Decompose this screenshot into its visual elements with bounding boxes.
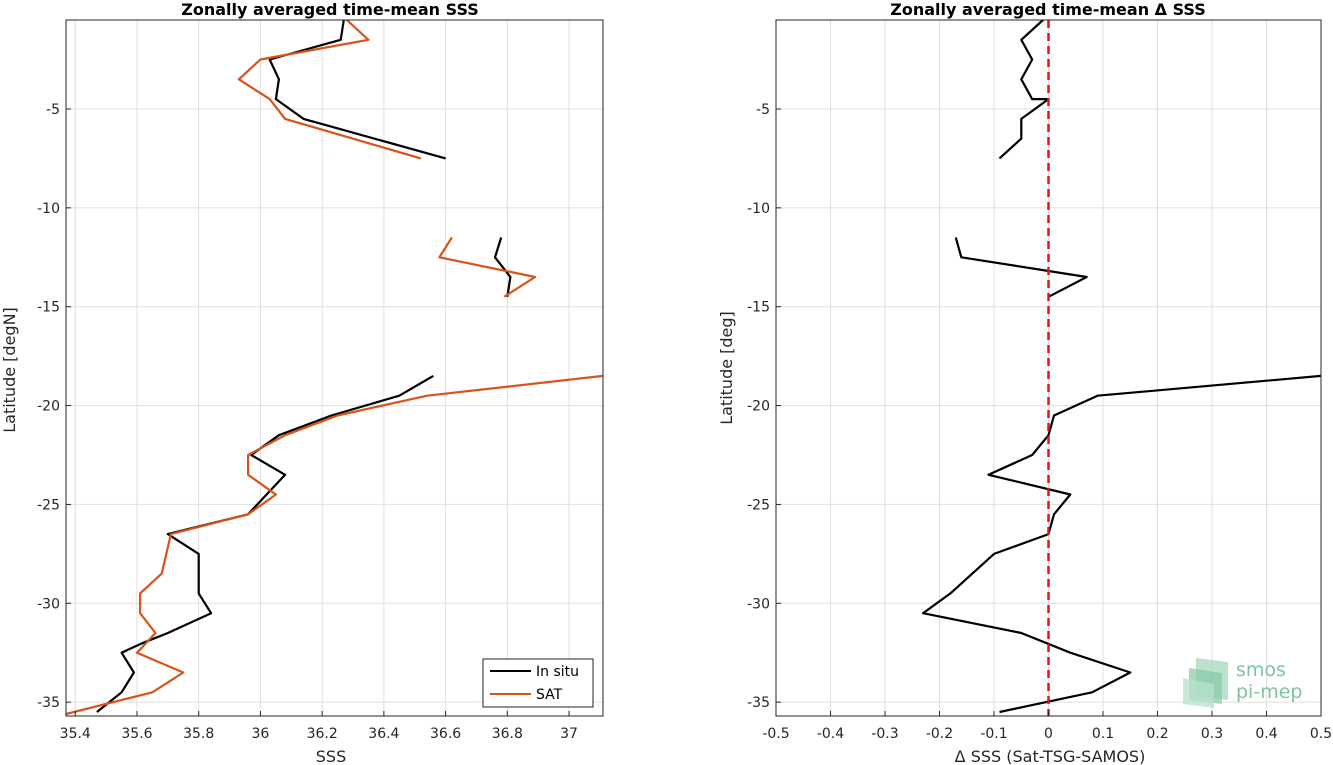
y-tick-label: -30 xyxy=(37,596,60,612)
x-tick-label: -0.3 xyxy=(871,726,898,742)
logo-text-pi-mep: pi-mep xyxy=(1236,681,1302,703)
x-tick-label: 0.4 xyxy=(1255,726,1277,742)
series-line-sat-segment-1 xyxy=(438,236,537,298)
y-tick-label: -10 xyxy=(747,201,770,217)
y-tick-label: -10 xyxy=(37,201,60,217)
y-tick-label: -35 xyxy=(747,695,770,711)
left-panel: 35.4 35.6 35.8 36 36.2 36.4 36.6 36.8 37 -5 -10 -1… xyxy=(0,0,604,765)
legend-label-in-situ: In situ xyxy=(536,664,579,680)
series-line-in-situ-segment-0 xyxy=(268,19,446,160)
x-tick-label: 36.8 xyxy=(492,726,523,742)
left-x-ticks: 35.4 35.6 35.8 36 36.2 36.4 36.6 36.8 37 xyxy=(60,711,578,742)
x-tick-label: 36.4 xyxy=(368,726,399,742)
x-tick-label: 0.5 xyxy=(1310,726,1332,742)
x-tick-label: -0.2 xyxy=(926,726,953,742)
y-tick-label: -25 xyxy=(747,497,770,513)
right-chart-title: Zonally averaged time-mean Δ SSS xyxy=(890,0,1206,19)
left-gridlines xyxy=(66,20,603,716)
y-tick-label: -5 xyxy=(46,102,60,118)
y-tick-label: -5 xyxy=(756,102,770,118)
left-x-axis-label: SSS xyxy=(316,747,346,765)
y-tick-label: -20 xyxy=(37,399,60,415)
left-axes-frame xyxy=(65,19,604,717)
x-tick-label: -0.1 xyxy=(980,726,1007,742)
left-y-ticks: -5 -10 -15 -20 -25 -30 -35 xyxy=(37,102,71,711)
logo-mark-front xyxy=(1183,678,1214,708)
left-y-axis-label: Latitude [degN] xyxy=(0,307,19,433)
x-tick-label: 36 xyxy=(252,726,270,742)
smos-pi-mep-logo: smos pi-mep xyxy=(1183,658,1302,708)
x-tick-label: 35.6 xyxy=(121,726,152,742)
left-series-lines xyxy=(65,19,604,716)
x-tick-label: 0 xyxy=(1044,726,1053,742)
right-y-axis-label: Latitude [deg] xyxy=(717,311,736,425)
legend: In situ SAT xyxy=(482,658,594,708)
right-x-ticks: -0.5 -0.4 -0.3 -0.2 -0.1 0 0.1 0.2 0.3 0.4 0.5 xyxy=(762,711,1332,742)
x-tick-label: 35.4 xyxy=(60,726,91,742)
legend-label-sat: SAT xyxy=(536,687,563,703)
x-tick-label: 35.8 xyxy=(183,726,214,742)
right-y-ticks: -5 -10 -15 -20 -25 -30 -35 xyxy=(747,102,781,711)
logo-text-smos: smos xyxy=(1236,659,1286,681)
series-line-sat-segment-0 xyxy=(237,19,422,160)
y-tick-label: -30 xyxy=(747,596,770,612)
legend-box xyxy=(482,658,594,708)
y-tick-label: -25 xyxy=(37,497,60,513)
y-tick-label: -15 xyxy=(747,300,770,316)
x-tick-label: -0.5 xyxy=(762,726,789,742)
series-line-in-situ-segment-1 xyxy=(493,237,512,297)
x-tick-label: 37 xyxy=(560,726,578,742)
y-tick-label: -20 xyxy=(747,399,770,415)
x-tick-label: 0.3 xyxy=(1201,726,1223,742)
y-tick-label: -15 xyxy=(37,300,60,316)
series-line-in-situ-segment-2 xyxy=(96,374,434,713)
x-tick-label: -0.4 xyxy=(817,726,844,742)
x-tick-label: 0.1 xyxy=(1092,726,1114,742)
x-tick-label: 36.2 xyxy=(307,726,338,742)
x-tick-label: 0.2 xyxy=(1146,726,1168,742)
series-line-series-0-segment-1 xyxy=(954,237,1088,298)
right-x-axis-label: Δ SSS (Sat-TSG-SAMOS) xyxy=(955,747,1146,765)
series-line-series-0-segment-0 xyxy=(998,19,1050,160)
series-line-sat-segment-2 xyxy=(65,374,604,716)
y-tick-label: -35 xyxy=(37,695,60,711)
left-chart-title: Zonally averaged time-mean SSS xyxy=(181,0,479,19)
x-tick-label: 36.6 xyxy=(430,726,461,742)
right-panel: -0.5 -0.4 -0.3 -0.2 -0.1 0 0.1 0.2 0.3 0.4 0.5 -5-… xyxy=(717,0,1332,765)
right-series-lines xyxy=(921,19,1322,714)
